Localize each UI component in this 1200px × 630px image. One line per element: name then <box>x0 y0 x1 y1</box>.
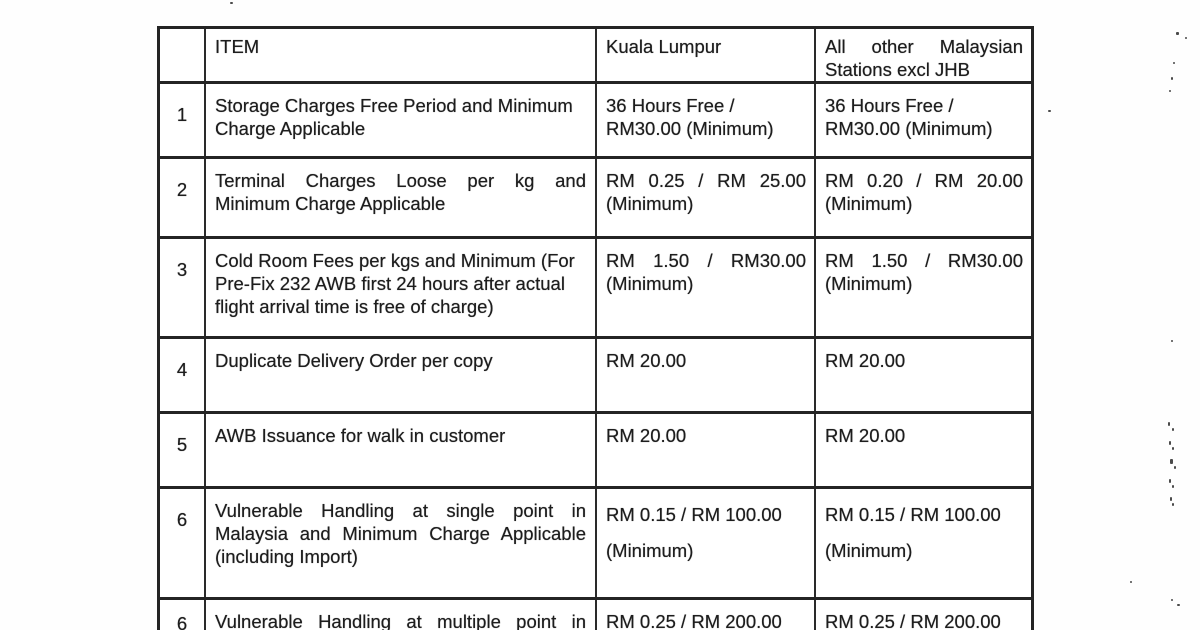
other-value-cell: RM 20.00 <box>825 425 906 446</box>
scan-speck <box>1174 466 1176 469</box>
scan-speck <box>1170 497 1172 501</box>
scan-speck <box>1172 428 1174 431</box>
scan-speck <box>1172 447 1174 450</box>
scan-speck <box>1172 485 1174 488</box>
scan-speck <box>1169 479 1171 483</box>
item-cell: Cold Room Fees per kgs and Minimum (For P… <box>206 239 597 336</box>
table-header-row: ITEM Kuala Lumpur All other Malaysian Sta… <box>160 29 1031 84</box>
row-number-cell: 4 <box>160 339 206 411</box>
item-cell: Storage Charges Free Period and Minimum C… <box>206 84 597 156</box>
header-kuala-lumpur-cell: Kuala Lumpur <box>597 29 816 81</box>
table-row: 5 AWB Issuance for walk in customer RM 2… <box>160 414 1031 489</box>
row-number-cell: 6 <box>160 600 206 630</box>
scan-speck <box>1168 422 1170 426</box>
item-cell: Terminal Charges Loose per kg and Minimum… <box>206 159 597 236</box>
other-value-cell: RM 0.20 / RM 20.00 (Minimum) <box>825 170 1023 214</box>
other-value-cell: 36 Hours Free / RM30.00 (Minimum) <box>825 95 993 139</box>
kl-value-cell: RM 0.25 / RM 25.00 (Minimum) <box>597 159 816 236</box>
header-item-cell: ITEM <box>206 29 597 81</box>
other-value-cell: RM 20.00 <box>825 350 906 371</box>
row-number-cell: 3 <box>160 239 206 336</box>
kl-value-cell: 36 Hours Free / RM30.00 (Minimum) <box>597 84 816 156</box>
row-number-cell: 1 <box>160 84 206 156</box>
kl-value-cell: RM 20.00 <box>597 339 816 411</box>
table-row: 3 Cold Room Fees per kgs and Minimum (Fo… <box>160 239 1031 339</box>
header-number-cell <box>160 29 206 81</box>
scan-speck <box>1171 340 1173 342</box>
item-cell: Duplicate Delivery Order per copy <box>206 339 597 411</box>
table-row: 1 Storage Charges Free Period and Minimu… <box>160 84 1031 159</box>
scan-speck <box>1171 77 1173 80</box>
scan-speck <box>230 2 233 4</box>
other-value-cell: RM 0.15 / RM 100.00 (Minimum) <box>825 504 1001 561</box>
scan-speck <box>1048 110 1051 112</box>
scan-speck <box>1171 599 1173 601</box>
header-other-stations-cell: All other Malaysian Stations excl JHB <box>825 36 1023 80</box>
table-row: 4 Duplicate Delivery Order per copy RM 2… <box>160 339 1031 414</box>
other-value-cell: RM 1.50 / RM30.00 (Minimum) <box>825 250 1023 294</box>
scan-speck <box>1177 604 1180 606</box>
table-row: 6 Vulnerable Handling at multiple point … <box>160 600 1031 630</box>
table-row: 2 Terminal Charges Loose per kg and Minim… <box>160 159 1031 239</box>
scan-speck <box>1169 441 1171 445</box>
scan-speck <box>1170 459 1173 464</box>
scan-speck <box>1130 581 1132 583</box>
kl-value-cell: RM 1.50 / RM30.00 (Minimum) <box>597 239 816 336</box>
charges-table: ITEM Kuala Lumpur All other Malaysian Sta… <box>157 26 1034 630</box>
item-cell: Vulnerable Handling at single point in Ma… <box>206 489 597 597</box>
scan-speck <box>1176 32 1179 35</box>
item-cell: AWB Issuance for walk in customer <box>206 414 597 486</box>
other-value-cell: RM 0.25 / RM 200.00 <box>825 611 1001 630</box>
row-number-cell: 2 <box>160 159 206 236</box>
scan-speck <box>1169 90 1171 92</box>
row-number-cell: 6 <box>160 489 206 597</box>
kl-value-cell: RM 0.25 / RM 200.00 <box>597 600 816 630</box>
item-cell: Vulnerable Handling at multiple point in <box>206 600 597 630</box>
kl-value-cell: RM 0.15 / RM 100.00 (Minimum) <box>597 489 816 597</box>
scan-speck <box>1172 503 1174 506</box>
scan-speck <box>1173 62 1175 64</box>
table-row: 6 Vulnerable Handling at single point in… <box>160 489 1031 600</box>
scan-speck <box>1185 37 1187 39</box>
kl-value-cell: RM 20.00 <box>597 414 816 486</box>
row-number-cell: 5 <box>160 414 206 486</box>
